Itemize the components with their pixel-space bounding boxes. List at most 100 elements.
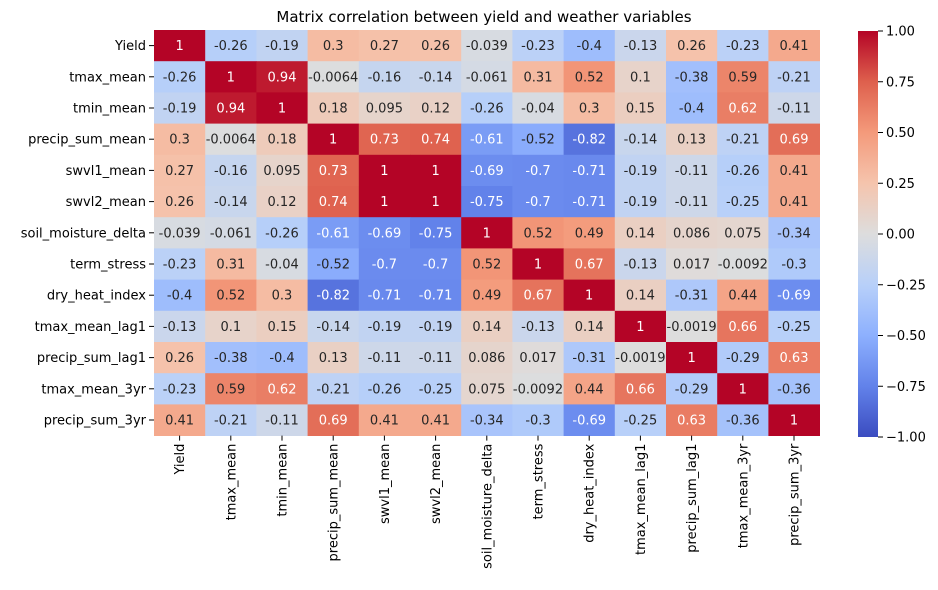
heatmap-cell: [563, 310, 616, 343]
cell-value-label: -0.25: [419, 382, 453, 397]
heatmap-cell: [717, 217, 769, 249]
cell-value-label: -0.04: [521, 102, 555, 117]
cell-value-label: -0.13: [624, 258, 658, 273]
cell-value-label: 0.26: [421, 39, 450, 54]
cell-value-label: -0.19: [163, 102, 197, 117]
heatmap-cell: [512, 123, 564, 156]
heatmap-cell: [154, 61, 206, 93]
heatmap-cell: [154, 279, 206, 312]
heatmap-cell: [154, 92, 206, 124]
heatmap-cell: [563, 123, 616, 156]
heatmap-cell: [666, 123, 718, 156]
cell-value-label: 0.075: [724, 226, 761, 241]
heatmap-cell: [461, 310, 513, 343]
x-tick-label: dry_heat_index: [583, 443, 598, 542]
cell-value-label: 0.15: [626, 102, 655, 117]
cell-value-label: 0.27: [165, 164, 194, 179]
heatmap-cells: 1 -0.26 -0.19 0.3 0.27 0.26 -0.039 -0.23 -0.4 -0.…: [154, 30, 820, 436]
y-tick-label: swvl2_mean: [66, 195, 146, 210]
heatmap-cell: [512, 217, 564, 249]
cell-value-label: 0.52: [472, 258, 501, 273]
cell-value-label: 0.63: [677, 414, 706, 429]
cell-value-label: -0.4: [679, 102, 704, 117]
heatmap-cell: [768, 186, 820, 218]
cell-value-label: 0.74: [421, 133, 450, 148]
colorbar-tick-label: 1.00: [886, 25, 915, 40]
cell-value-label: -0.11: [675, 164, 709, 179]
heatmap-cell: [358, 310, 411, 343]
cell-value-label: -0.11: [265, 414, 299, 429]
cell-value-label: 0.52: [575, 70, 604, 85]
cell-value-label: 1: [175, 39, 183, 54]
heatmap-cell: [614, 92, 667, 124]
heatmap-cell: [563, 61, 616, 93]
y-tick-label: tmax_mean: [69, 70, 146, 85]
cell-value-label: 0.49: [575, 226, 604, 241]
heatmap-cell: [410, 373, 462, 405]
heatmap-cell: [717, 373, 769, 405]
cell-value-label: 0.3: [579, 102, 600, 117]
heatmap-cell: [205, 61, 257, 93]
colorbar-tick-label: −0.75: [886, 380, 926, 395]
heatmap-cell: [205, 342, 257, 374]
heatmap-cell: [461, 373, 513, 405]
heatmap-cell: [307, 123, 360, 156]
cell-value-label: -0.14: [214, 195, 248, 210]
cell-value-label: -0.29: [675, 382, 709, 397]
heatmap-cell: [205, 310, 257, 343]
heatmap-cell: [358, 248, 411, 280]
cell-value-label: 0.41: [780, 39, 809, 54]
cell-value-label: 0.41: [780, 195, 809, 210]
cell-value-label: 0.41: [370, 414, 399, 429]
cell-value-label: 1: [380, 164, 388, 179]
cell-value-label: 1: [380, 195, 388, 210]
cell-value-label: 0.52: [524, 226, 553, 241]
heatmap-cell: [256, 217, 308, 249]
x-tick-label: tmax_mean: [224, 444, 239, 521]
heatmap-cell: [717, 30, 769, 62]
cell-value-label: -0.23: [726, 39, 760, 54]
y-tick-label: precip_sum_3yr: [44, 414, 147, 429]
cell-value-label: 0.49: [472, 289, 501, 304]
cell-value-label: 0.44: [728, 289, 757, 304]
heatmap-cell: [256, 342, 308, 374]
heatmap-cell: [768, 123, 820, 156]
heatmap-cell: [307, 342, 360, 374]
heatmap-cell: [256, 186, 308, 218]
cell-value-label: 0.14: [626, 226, 655, 241]
heatmap-cell: [768, 154, 820, 187]
heatmap-cell: [410, 30, 462, 62]
heatmap-cell: [154, 342, 206, 374]
heatmap-cell: [512, 404, 564, 436]
cell-value-label: -0.71: [368, 289, 402, 304]
heatmap-cell: [461, 154, 513, 187]
x-tick-label: tmax_mean_3yr: [736, 443, 751, 548]
cell-value-label: -0.31: [675, 289, 709, 304]
heatmap-cell: [768, 92, 820, 124]
heatmap-cell: [768, 373, 820, 405]
cell-value-label: 0.18: [319, 102, 348, 117]
cell-value-label: -0.0092: [718, 258, 768, 273]
heatmap-cell: [717, 310, 769, 343]
cell-value-label: -0.26: [163, 70, 197, 85]
cell-value-label: 1: [431, 195, 439, 210]
y-tick-label: Yield: [114, 39, 146, 54]
cell-value-label: -0.04: [265, 258, 299, 273]
cell-value-label: 0.14: [575, 320, 604, 335]
cell-value-label: -0.0092: [513, 382, 563, 397]
cell-value-label: 0.075: [468, 382, 505, 397]
colorbar-tick-label: −0.50: [886, 329, 926, 344]
heatmap-cell: [666, 30, 718, 62]
cell-value-label: 0.74: [319, 195, 348, 210]
cell-value-label: 0.3: [169, 133, 190, 148]
heatmap-cell: [614, 217, 667, 249]
cell-value-label: -0.3: [781, 258, 806, 273]
cell-value-label: 1: [790, 414, 798, 429]
cell-value-label: -0.14: [316, 320, 350, 335]
cell-value-label: -0.061: [210, 226, 252, 241]
cell-value-label: -0.7: [525, 195, 550, 210]
cell-value-label: -0.0064: [206, 133, 256, 148]
heatmap-cell: [154, 123, 206, 156]
heatmap-cell: [358, 342, 411, 374]
